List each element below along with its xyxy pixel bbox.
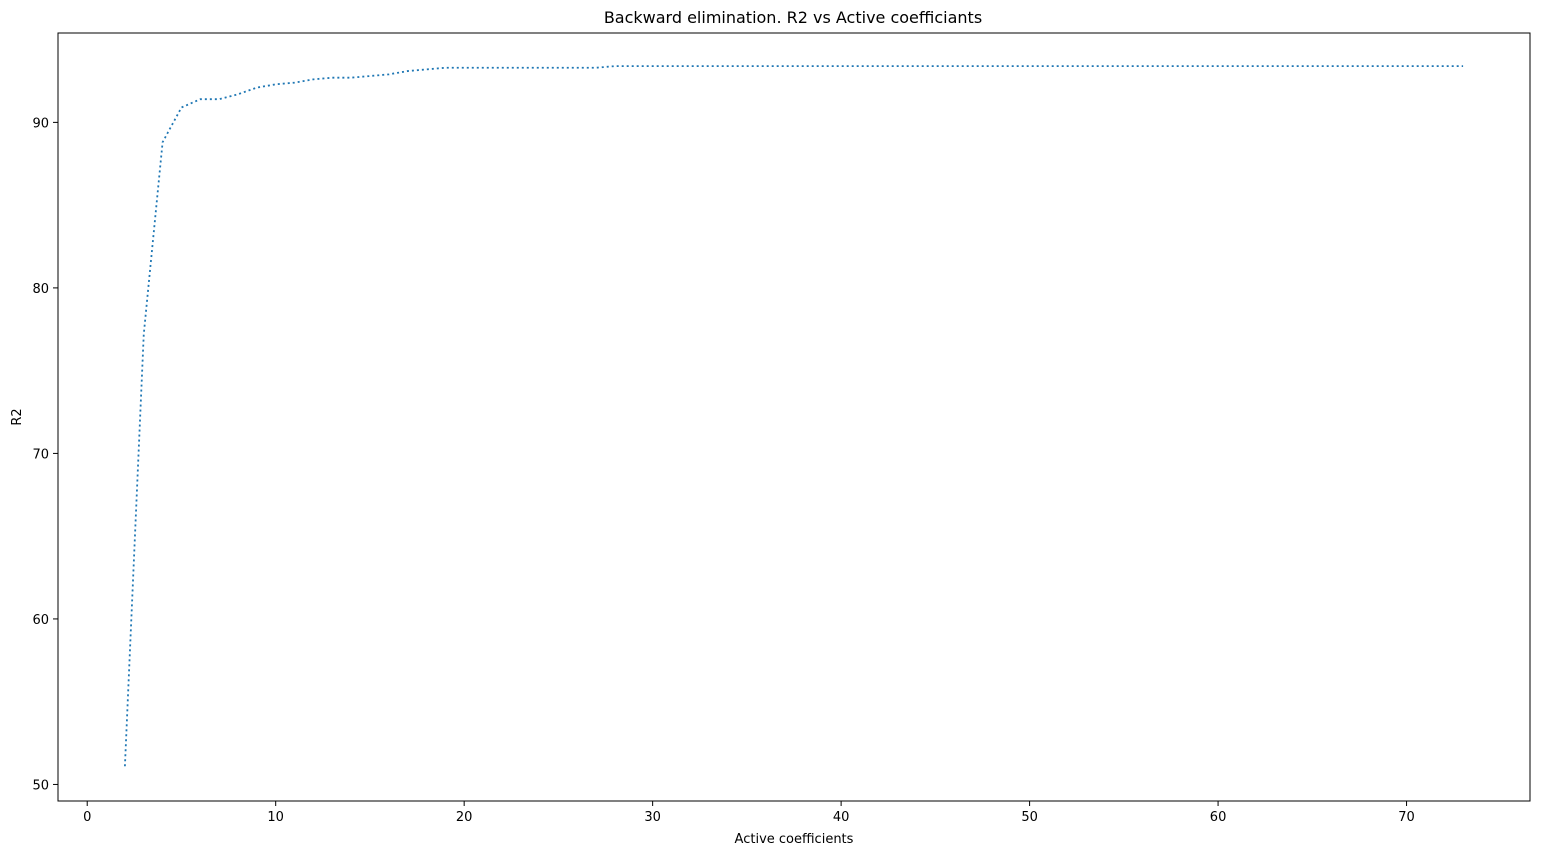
x-axis-label: Active coefficients [735, 832, 854, 847]
y-tick-label: 50 [32, 778, 49, 793]
x-tick-label: 70 [1398, 810, 1415, 825]
x-tick-label: 0 [83, 810, 91, 825]
y-tick-label: 80 [32, 282, 49, 297]
x-tick-label: 50 [1021, 810, 1038, 825]
x-tick-label: 60 [1210, 810, 1227, 825]
x-tick-label: 30 [644, 810, 661, 825]
chart-title: Backward elimination. R2 vs Active coeff… [604, 8, 982, 27]
y-tick-label: 60 [32, 613, 49, 628]
y-axis-ticks: 50 60 70 80 90 [32, 116, 58, 793]
y-axis-label: R2 [10, 408, 25, 425]
y-tick-label: 90 [32, 116, 49, 131]
x-tick-label: 10 [267, 810, 284, 825]
y-tick-label: 70 [32, 447, 49, 462]
x-axis-ticks: 0 10 20 30 40 50 60 70 [83, 801, 1415, 825]
x-tick-label: 40 [833, 810, 850, 825]
series-line [124, 65, 1464, 767]
series-layer [124, 65, 1464, 767]
x-tick-label: 20 [456, 810, 473, 825]
plot-area [57, 32, 1531, 802]
